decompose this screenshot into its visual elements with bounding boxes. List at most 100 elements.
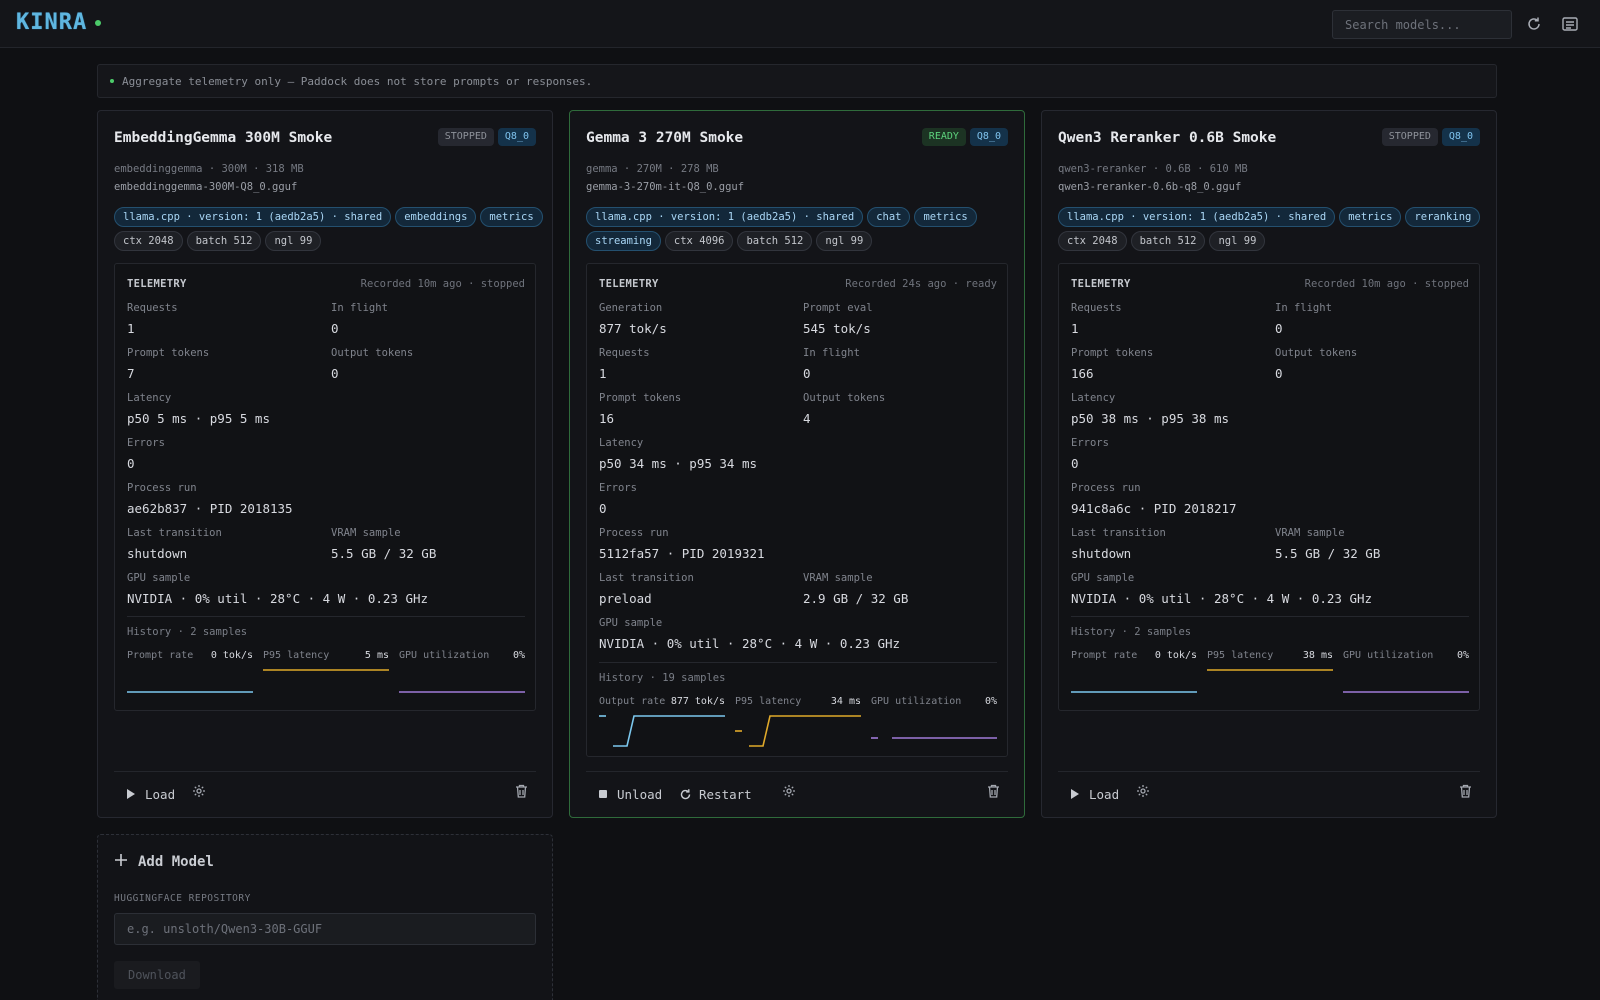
stat-gpu: GPU sample NVIDIA · 0% util · 28°C · 4 W …	[127, 572, 429, 606]
model-meta: qwen3-reranker · 0.6B · 610 MB	[1058, 163, 1248, 175]
stat-latency: Latency p50 5 ms · p95 5 ms	[127, 392, 270, 426]
sparkline-label: GPU utilization	[871, 696, 962, 707]
stat-vram: VRAM sample 2.9 GB / 32 GB	[803, 572, 909, 606]
sparkline-value: 34 ms	[830, 696, 861, 707]
model-meta: gemma · 270M · 278 MB	[586, 163, 719, 175]
model-title: Qwen3 Reranker 0.6B Smoke	[1058, 130, 1277, 146]
tag-capability: metrics	[480, 207, 543, 227]
sparkline-value: 877 tok/s	[670, 696, 725, 707]
stat-inflight: In flight 0	[1275, 302, 1332, 336]
unload-button[interactable]: Unload	[596, 784, 662, 804]
tag-runtime: llama.cpp · version: 1 (aedb2a5) · share…	[114, 207, 392, 227]
download-button[interactable]: Download	[114, 961, 200, 989]
connection-status-dot	[95, 20, 101, 26]
logs-icon[interactable]	[1560, 14, 1580, 34]
stat-process-run: Process run ae62b837 · PID 2018135	[127, 482, 293, 516]
telemetry-panel: TELEMETRY Recorded 10m ago · stopped Req…	[1058, 263, 1480, 711]
stat-gpu: GPU sample NVIDIA · 0% util · 28°C · 4 W …	[1071, 572, 1373, 606]
sparkline-chart	[1071, 691, 1197, 693]
banner-dot-icon	[110, 79, 114, 83]
delete-trash-icon[interactable]	[986, 784, 1000, 798]
telemetry-recorded: Recorded 10m ago · stopped	[1304, 278, 1469, 290]
model-card-qwen3-reranker: Qwen3 Reranker 0.6B Smoke STOPPED Q8_0 q…	[1041, 110, 1497, 818]
sparkline-series	[613, 715, 725, 747]
history-sparklines: Output rate 877 tok/s P95 latency 34 ms GPU …	[599, 696, 997, 756]
history-label: History · 2 samples	[1071, 626, 1192, 638]
divider	[599, 662, 997, 663]
history-sparklines: Prompt rate 0 tok/s P95 latency 38 ms GPU ut…	[1071, 650, 1469, 710]
model-file: qwen3-reranker-0.6b-q8_0.gguf	[1058, 181, 1242, 193]
delete-trash-icon[interactable]	[514, 784, 528, 798]
refresh-icon[interactable]	[1524, 14, 1544, 34]
stat-output-tokens: Output tokens 4	[803, 392, 886, 426]
stat-prompt-tokens: Prompt tokens 7	[127, 347, 210, 381]
top-bar: KINRA	[0, 0, 1600, 48]
load-button[interactable]: Load	[124, 784, 175, 804]
history-label: History · 19 samples	[599, 672, 726, 684]
sparkline-chart	[599, 715, 725, 747]
stat-prompt-eval: Prompt eval 545 tok/s	[803, 302, 873, 336]
restart-button[interactable]: Restart	[678, 784, 752, 804]
tag-ngl: ngl 99	[816, 231, 873, 251]
divider	[1071, 616, 1469, 617]
tag-ngl: ngl 99	[265, 231, 322, 251]
stat-requests: Requests 1	[1071, 302, 1122, 336]
app-logo[interactable]: KINRA	[16, 10, 88, 35]
sparkline-p95-latency: P95 latency 34 ms	[735, 696, 861, 756]
tag-batch: batch 512	[1130, 231, 1206, 251]
tag-ctx: ctx 2048	[1058, 231, 1127, 251]
stat-errors: Errors 0	[599, 482, 637, 516]
sparkline-p95-latency: P95 latency 5 ms	[263, 650, 389, 710]
sparkline-label: P95 latency	[1207, 650, 1274, 661]
tag-runtime: llama.cpp · version: 1 (aedb2a5) · share…	[586, 207, 864, 227]
stat-generation: Generation 877 tok/s	[599, 302, 667, 336]
telemetry-recorded: Recorded 24s ago · ready	[845, 278, 997, 290]
stat-inflight: In flight 0	[331, 302, 388, 336]
tag-capability: embeddings	[395, 207, 477, 227]
tag-list: llama.cpp · version: 1 (aedb2a5) · share…	[114, 207, 544, 251]
sparkline-label: Output rate	[599, 696, 666, 707]
model-card-gemma: Gemma 3 270M Smoke READY Q8_0 gemma · 27…	[569, 110, 1025, 818]
sparkline-label: Prompt rate	[127, 650, 194, 661]
telemetry-panel: TELEMETRY Recorded 10m ago · stopped Req…	[114, 263, 536, 711]
load-button[interactable]: Load	[1068, 784, 1119, 804]
tag-capability: chat	[867, 207, 911, 227]
settings-gear-icon[interactable]	[192, 784, 206, 798]
sparkline-value: 38 ms	[1302, 650, 1333, 661]
stat-requests: Requests 1	[599, 347, 650, 381]
tag-capability: metrics	[1339, 207, 1402, 227]
model-meta: embeddinggemma · 300M · 318 MB	[114, 163, 304, 175]
search-input[interactable]	[1332, 10, 1512, 39]
stat-last-transition: Last transition shutdown	[1071, 527, 1166, 561]
play-icon	[124, 787, 138, 801]
stat-inflight: In flight 0	[803, 347, 860, 381]
status-badge: READY	[921, 128, 966, 146]
repo-input[interactable]	[114, 913, 536, 945]
tag-capability: streaming	[586, 231, 661, 251]
stat-last-transition: Last transition preload	[599, 572, 694, 606]
add-model-panel: Add Model HUGGINGFACE REPOSITORY Downloa…	[97, 834, 553, 1000]
sparkline-chart	[871, 737, 997, 739]
stat-requests: Requests 1	[127, 302, 178, 336]
tag-ctx: ctx 4096	[664, 231, 734, 251]
stat-process-run: Process run 941c8a6c · PID 2018217	[1071, 482, 1237, 516]
model-title: Gemma 3 270M Smoke	[586, 130, 744, 146]
stat-process-run: Process run 5112fa57 · PID 2019321	[599, 527, 765, 561]
telemetry-panel: TELEMETRY Recorded 24s ago · ready Gener…	[586, 263, 1008, 757]
stat-gpu: GPU sample NVIDIA · 0% util · 28°C · 4 W …	[599, 617, 901, 651]
settings-gear-icon[interactable]	[782, 784, 796, 798]
sparkline-prompt-rate: Prompt rate 0 tok/s	[1071, 650, 1197, 710]
history-sparklines: Prompt rate 0 tok/s P95 latency 5 ms GPU uti…	[127, 650, 525, 710]
telemetry-recorded: Recorded 10m ago · stopped	[360, 278, 525, 290]
sparkline-chart	[1343, 691, 1469, 693]
card-actions: Unload Restart	[586, 771, 1008, 817]
sparkline-value: 0%	[1456, 650, 1469, 661]
history-label: History · 2 samples	[127, 626, 248, 638]
telemetry-title: TELEMETRY	[599, 278, 659, 290]
sparkline-label: P95 latency	[263, 650, 330, 661]
sparkline-chart	[127, 691, 253, 693]
settings-gear-icon[interactable]	[1136, 784, 1150, 798]
delete-trash-icon[interactable]	[1458, 784, 1472, 798]
tag-batch: batch 512	[737, 231, 813, 251]
card-actions: Load	[114, 771, 536, 817]
